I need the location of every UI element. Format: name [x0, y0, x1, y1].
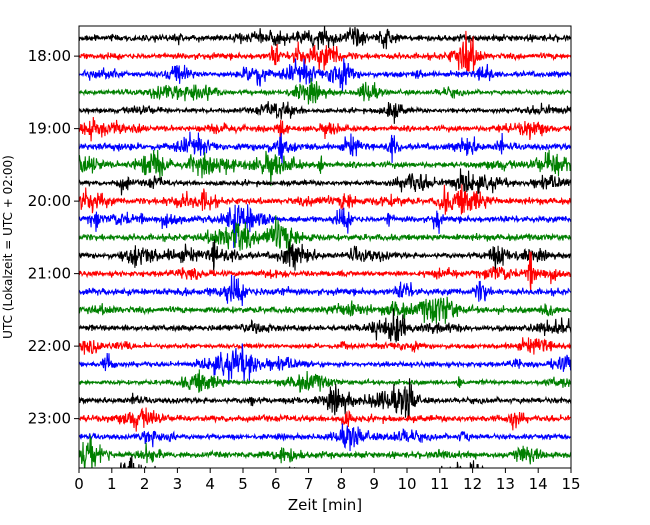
seismic-trace — [79, 251, 571, 293]
x-tick-label: 7 — [304, 475, 314, 493]
trace-group — [79, 26, 571, 468]
x-tick-label: 3 — [173, 475, 183, 493]
x-tick-label: 14 — [529, 475, 548, 493]
y-tick-label: 23:00 — [28, 410, 71, 428]
seismic-trace — [79, 378, 571, 419]
seismic-trace — [79, 337, 571, 355]
plot-frame — [78, 25, 572, 469]
x-tick-label: 1 — [107, 475, 117, 493]
x-tick-label: 4 — [205, 475, 215, 493]
y-tick-label: 21:00 — [28, 265, 71, 283]
y-tick-label: 19:00 — [28, 120, 71, 138]
x-tick-label: 15 — [561, 475, 580, 493]
seismic-trace — [79, 435, 571, 468]
seismic-trace — [79, 343, 571, 385]
x-tick-label: 13 — [496, 475, 515, 493]
y-tick-label: 20:00 — [28, 192, 71, 210]
seismic-trace — [79, 184, 571, 215]
x-axis: 0 1 2 3 4 5 6 7 8 9 10 11 12 13 14 15 — [74, 468, 581, 493]
seismic-trace — [79, 308, 571, 343]
seismic-trace — [79, 168, 571, 196]
seismic-trace — [79, 131, 571, 165]
seismic-trace — [79, 101, 571, 124]
seismic-trace — [79, 204, 571, 249]
seismic-trace — [79, 423, 571, 452]
x-tick-label: 6 — [271, 475, 281, 493]
x-tick-label: 9 — [369, 475, 379, 493]
x-tick-label: 8 — [337, 475, 347, 493]
x-tick-label: 12 — [463, 475, 482, 493]
seismic-trace — [79, 239, 571, 271]
y-tick-label: 18:00 — [28, 47, 71, 65]
seismic-trace — [79, 77, 571, 105]
x-tick-label: 11 — [430, 475, 449, 493]
y-tick-label: 22:00 — [28, 337, 71, 355]
y-axis-label: UTC (Lokalzeit = UTC + 02:00) — [1, 155, 15, 339]
x-tick-label: 10 — [397, 475, 416, 493]
x-axis-label: Zeit [min] — [288, 496, 362, 514]
x-tick-label: 5 — [238, 475, 248, 493]
seismic-trace — [79, 215, 571, 252]
seismic-trace — [79, 274, 571, 306]
seismic-trace — [79, 58, 571, 92]
x-tick-label: 0 — [74, 475, 84, 493]
seismic-trace — [79, 117, 571, 143]
seismic-trace — [79, 30, 571, 72]
seismic-trace — [79, 149, 571, 187]
seismic-trace — [79, 369, 571, 393]
seismic-trace — [79, 407, 571, 432]
seismic-trace — [79, 26, 571, 50]
y-axis: 18:00 19:00 20:00 21:00 22:00 23:00 — [28, 47, 79, 428]
x-tick-label: 2 — [140, 475, 150, 493]
seismic-trace — [79, 296, 571, 324]
